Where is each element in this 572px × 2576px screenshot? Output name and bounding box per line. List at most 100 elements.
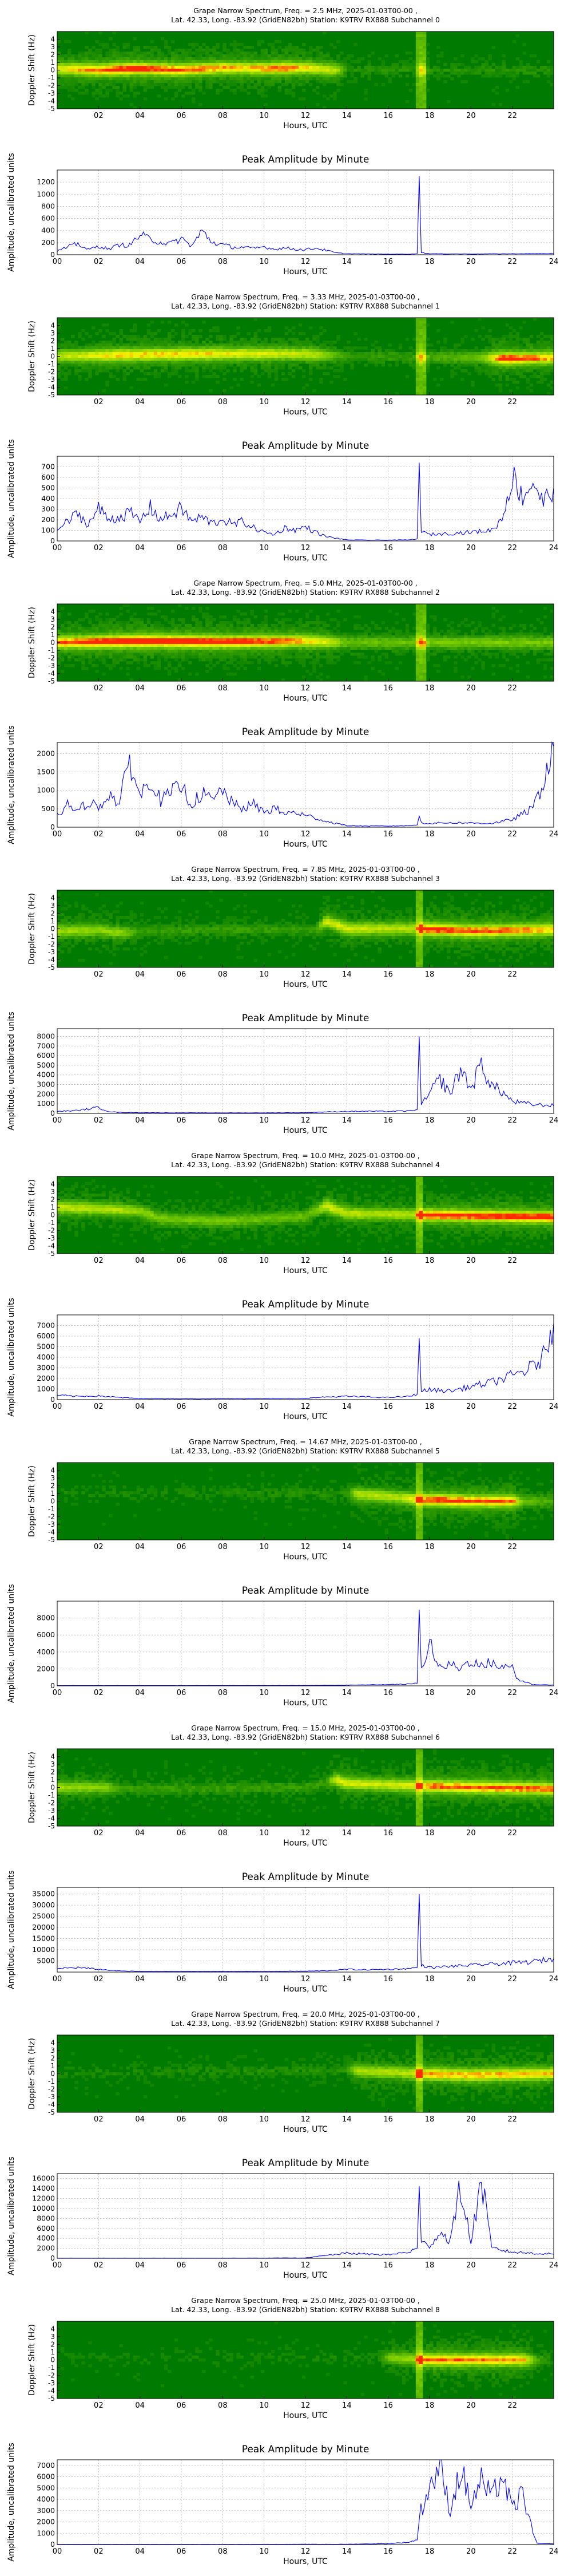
spectrogram-cell <box>192 92 195 94</box>
spectrogram-cell <box>164 355 168 358</box>
spectrogram-cell <box>74 341 78 343</box>
spectrogram-cell <box>281 338 285 341</box>
spectrogram-cell <box>416 670 419 673</box>
spectrogram-cell <box>423 34 426 37</box>
spectrogram-cell <box>219 355 223 358</box>
spectrogram-cell <box>92 66 95 69</box>
spectrogram-cell <box>164 86 168 89</box>
spectrogram-cell <box>406 66 409 69</box>
spectrogram-cell <box>61 369 64 372</box>
spectrogram-cell <box>164 384 168 386</box>
spectrogram-cell <box>88 630 92 633</box>
spectrogram-cell <box>378 358 382 361</box>
spectrogram-cell <box>144 74 147 77</box>
spectrogram-cell <box>275 49 278 52</box>
spectrogram-cell <box>216 346 219 349</box>
spectrogram-cell <box>102 635 105 638</box>
spectrogram-cell <box>144 366 147 369</box>
spectrogram-cell <box>319 378 323 381</box>
spectrogram-cell <box>133 63 137 66</box>
spectrogram-cell <box>409 641 412 644</box>
spectrogram-cell <box>309 650 312 653</box>
spectrogram-cell <box>144 364 147 366</box>
spectrogram-cell <box>247 641 251 644</box>
spectrogram-cell <box>161 60 164 63</box>
spectrogram-cell <box>254 349 257 352</box>
spectrogram-cell <box>550 66 554 69</box>
spectrogram-cell <box>519 349 523 352</box>
spectrogram-cell <box>450 369 454 372</box>
spectrogram-cell <box>488 355 491 358</box>
spectrogram-cell <box>112 661 116 664</box>
spectrogram-cell <box>130 386 133 389</box>
spectrogram-cell <box>423 31 426 34</box>
spectrogram-cell <box>126 604 130 607</box>
spectrogram-cell <box>236 638 240 641</box>
spectrogram-cell <box>309 66 312 69</box>
spectrogram-cell <box>216 57 219 60</box>
spectrogram-cell <box>171 624 174 627</box>
spectrogram-cell <box>506 346 509 349</box>
spectrogram-cell <box>195 80 198 83</box>
spectrogram-cell <box>257 54 261 57</box>
spectrogram-cell <box>57 361 61 364</box>
spectrogram-cell <box>98 52 102 54</box>
spectrogram-cell <box>312 644 316 647</box>
spectrogram-cell <box>254 644 257 647</box>
spectrogram-cell <box>264 650 268 653</box>
spectrogram-cell <box>378 635 382 638</box>
spectrogram-cell <box>137 647 140 650</box>
spectrogram-cell <box>164 364 168 366</box>
spectrogram-cell <box>147 621 150 624</box>
spectrogram-cell <box>205 52 209 54</box>
spectrogram-cell <box>171 369 174 372</box>
spectrogram-cell <box>484 364 488 366</box>
spectrogram-cell <box>85 378 88 381</box>
spectrogram-cell <box>130 343 133 346</box>
spectrogram-cell <box>233 641 236 644</box>
spectrogram-cell <box>336 338 340 341</box>
spectrogram-cell <box>126 610 130 613</box>
spectrogram-cell <box>319 352 323 355</box>
spectrogram-cell <box>233 653 236 655</box>
spectrogram-cell <box>161 361 164 364</box>
spectrogram-cell <box>295 641 299 644</box>
spectrogram-cell <box>329 343 333 346</box>
spectrogram-cell <box>281 352 285 355</box>
spectrogram-cell <box>492 349 495 352</box>
spectrogram-cell <box>57 66 61 69</box>
spectrogram-cell <box>85 644 88 647</box>
spectrogram-cell <box>368 66 371 69</box>
spectrogram-cell <box>223 343 226 346</box>
spectrogram-cell <box>275 349 278 352</box>
spectrogram-cell <box>316 54 319 57</box>
x-tick-label: 02 <box>94 112 104 120</box>
spectrogram-cell <box>209 335 212 338</box>
spectrogram-cell <box>336 610 340 613</box>
spectrogram-cell <box>74 66 78 69</box>
spectrogram-cell <box>295 46 299 49</box>
spectrogram-cell <box>67 74 71 77</box>
spectrogram-cell <box>105 66 109 69</box>
spectrogram-cell <box>229 63 233 66</box>
spectrogram-cell <box>371 69 375 72</box>
spectrogram-cell <box>388 635 392 638</box>
spectrogram-cell <box>275 60 278 63</box>
spectrogram-cell <box>126 366 130 369</box>
spectrogram-cell <box>302 650 305 653</box>
spectrogram-cell <box>226 667 229 670</box>
spectrogram-cell <box>309 644 312 647</box>
spectrogram-cell <box>433 361 436 364</box>
spectrogram-cell <box>416 326 419 329</box>
spectrogram-cell <box>247 644 251 647</box>
spectrogram-cell <box>168 332 171 335</box>
spectrogram-cell <box>488 69 491 72</box>
spectrogram-cell <box>174 635 178 638</box>
spectrogram-cell <box>98 644 102 647</box>
spectrogram-cell <box>105 635 109 638</box>
spectrogram-cell <box>88 653 92 655</box>
spectrogram-cell <box>88 655 92 658</box>
y-tick-label: -1 <box>48 360 55 368</box>
spectrogram-cell <box>484 346 488 349</box>
spectrogram-cell <box>88 366 92 369</box>
